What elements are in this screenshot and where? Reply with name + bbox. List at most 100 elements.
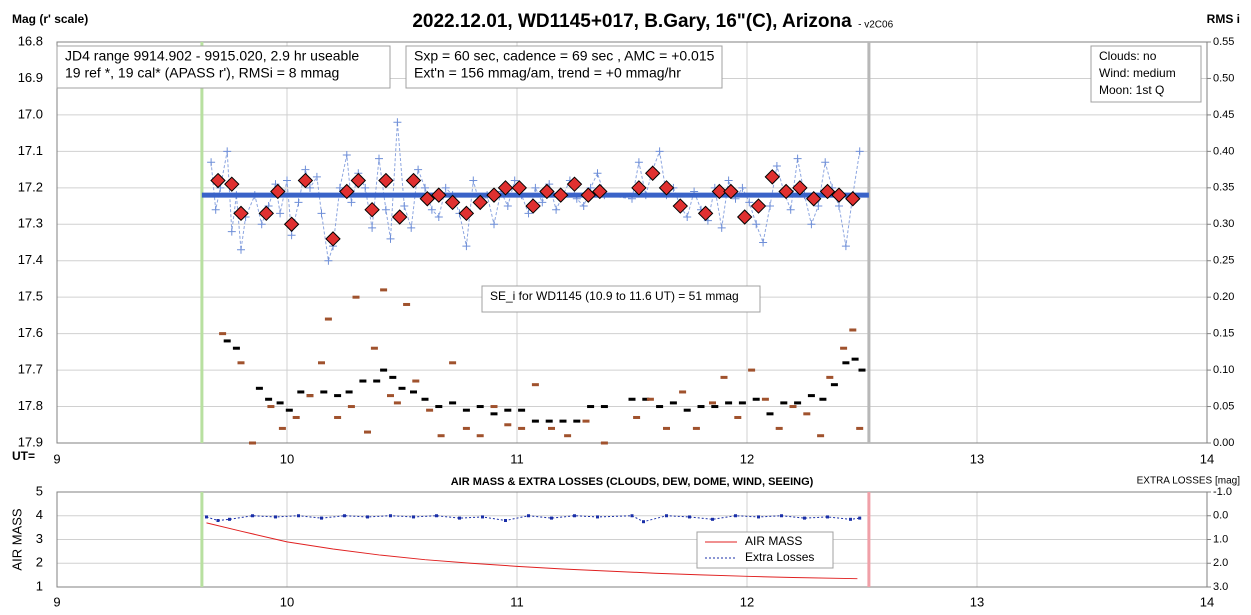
- data-point: [320, 390, 328, 394]
- data-point: [504, 408, 512, 412]
- data-point: [792, 180, 808, 196]
- data-point: [472, 194, 488, 211]
- data-point: [437, 434, 445, 438]
- data-point: [738, 183, 747, 192]
- data-point: [265, 397, 273, 401]
- data-point: [679, 390, 687, 394]
- annotation-text: Wind: medium: [1099, 66, 1176, 80]
- data-point: [527, 514, 530, 518]
- data-point: [352, 295, 360, 299]
- data-point: [469, 176, 478, 185]
- data-point: [531, 383, 539, 387]
- data-point: [435, 405, 443, 409]
- data-point: [656, 405, 664, 409]
- data-point: [830, 383, 838, 387]
- data-point: [759, 238, 768, 247]
- annotation-text: JD4 range 9914.902 - 9915.020, 2.9 hr us…: [65, 48, 359, 64]
- data-point: [658, 180, 675, 196]
- data-point: [414, 165, 423, 174]
- y2-tick-label: 0.05: [1213, 400, 1234, 412]
- data-point: [539, 183, 555, 200]
- data-point: [856, 426, 864, 430]
- data-point: [223, 147, 232, 156]
- y2-tick-label: 0.25: [1213, 255, 1234, 267]
- data-point: [237, 361, 245, 365]
- data-point: [233, 205, 249, 222]
- data-point: [734, 415, 742, 419]
- data-point: [821, 158, 830, 167]
- data-point: [669, 401, 677, 405]
- data-point: [807, 394, 815, 398]
- data-point: [600, 405, 608, 409]
- data-point: [717, 223, 726, 232]
- data-point: [826, 375, 834, 379]
- data-point: [398, 386, 406, 390]
- data-point: [285, 408, 293, 412]
- data-point: [210, 172, 226, 189]
- data-point: [435, 514, 438, 518]
- data-point: [752, 397, 760, 401]
- series-line: [206, 522, 858, 580]
- data-point: [249, 441, 256, 445]
- data-point: [462, 426, 470, 430]
- data-point: [405, 172, 422, 189]
- data-point: [628, 397, 636, 401]
- data-point: [780, 514, 783, 518]
- data-point: [205, 515, 208, 519]
- data-point: [426, 408, 434, 412]
- data-point: [342, 151, 351, 160]
- data-point: [720, 375, 728, 379]
- data-point: [826, 515, 829, 519]
- data-point: [803, 412, 811, 416]
- data-point: [761, 397, 769, 401]
- legend-label: AIR MASS: [745, 534, 802, 548]
- data-point: [476, 405, 484, 409]
- data-point: [580, 187, 597, 203]
- data-point: [283, 216, 300, 232]
- y2-tick-label: 0.45: [1213, 109, 1234, 121]
- data-point: [688, 515, 691, 519]
- data-point: [711, 183, 728, 200]
- x-tick-label: 13: [970, 594, 984, 609]
- data-point: [734, 514, 737, 518]
- data-point: [350, 172, 367, 189]
- data-point: [840, 346, 848, 350]
- y2-tick-label: 0.00: [1213, 437, 1234, 449]
- data-point: [301, 165, 310, 174]
- data-point: [736, 209, 753, 225]
- data-point: [748, 368, 756, 372]
- y-tick-label: 17.6: [18, 325, 43, 340]
- annotation-box: [405, 45, 723, 89]
- annotation-box: [1090, 45, 1202, 103]
- data-point: [780, 401, 788, 405]
- y-axis-label: Mag (r' scale): [12, 12, 88, 26]
- data-point: [227, 227, 236, 236]
- data-point: [334, 394, 342, 398]
- data-point: [419, 191, 436, 207]
- data-point: [339, 183, 355, 200]
- data-point: [573, 419, 581, 423]
- data-point: [766, 202, 774, 211]
- x-tick-label: 14: [1200, 451, 1214, 466]
- data-point: [858, 516, 862, 520]
- annotation-text: 19 ref *, 19 cal* (APASS r'), RMSi = 8 m…: [65, 65, 339, 81]
- data-point: [224, 176, 240, 192]
- data-point: [849, 517, 852, 521]
- y-tick-label: 2: [36, 555, 43, 570]
- data-point: [292, 415, 300, 419]
- y-axis-label: AIR MASS: [9, 508, 24, 570]
- data-point: [276, 209, 285, 218]
- data-point: [819, 397, 827, 401]
- data-point: [211, 205, 220, 214]
- y-tick-label: 17.2: [18, 179, 43, 194]
- data-point: [764, 169, 781, 185]
- data-point: [566, 176, 583, 192]
- data-point: [642, 520, 645, 524]
- data-point: [421, 183, 429, 192]
- y2-tick-label: 0.20: [1213, 291, 1234, 303]
- data-point: [497, 180, 514, 196]
- x-axis-label: UT=: [12, 449, 35, 463]
- data-point: [347, 405, 355, 409]
- legend-label: Extra Losses: [745, 550, 814, 564]
- chart-title: AIR MASS & EXTRA LOSSES (CLOUDS, DEW, DO…: [451, 476, 814, 488]
